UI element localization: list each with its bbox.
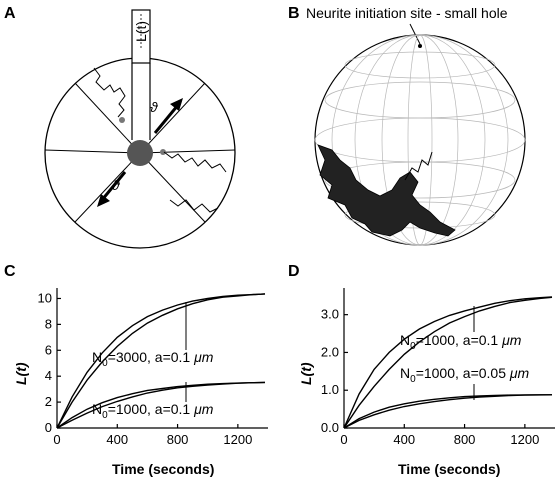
arrow-head [97,194,110,207]
annotation-pointer [409,23,421,45]
sector-line [139,82,206,154]
x-axis-label: Time (seconds) [112,461,214,477]
sphere-parallel [324,161,516,199]
y-tick-label: 2.0 [321,344,339,359]
initiation-hole [418,44,422,48]
panel-a-diagram: L(t) ϑ ϑ [44,9,236,249]
series-line [343,296,553,429]
panel-c-label: C [4,263,16,280]
panel-b-label: B [288,5,300,22]
x-axis-label: Time (seconds) [398,461,500,477]
series-line [56,293,266,429]
series-annotation: N0=1000, a=0.1 μm [92,401,214,421]
theta-symbol: ϑ [150,99,159,115]
trajectory-path [169,199,219,213]
x-tick-label: 800 [454,432,476,447]
initiation-site-annotation: Neurite initiation site - small hole [306,5,508,21]
x-tick-label: 400 [106,432,128,447]
sphere-parallel [314,117,526,163]
particle-dot [119,117,125,123]
panel-d-label: D [288,263,300,280]
arrow-head [170,98,183,111]
neurite-tube [131,9,151,64]
sector-line [139,152,206,223]
y-tick-label: 4 [45,368,52,383]
sector-line [44,149,141,154]
y-tick-label: 2 [45,394,52,409]
y-axis-label: L(t) [13,362,29,385]
x-tick-label: 400 [393,432,415,447]
theta-symbol: ϑ [112,177,121,193]
inward-arrow [100,171,127,201]
chart-d: Time (seconds) L(t) 0 400 800 1200 0.0 1.0 2.0… [298,288,555,477]
y-tick-label: 0.0 [321,420,339,435]
sphere-parallel [344,51,496,79]
sector-line [74,82,141,154]
particle-dot [160,149,166,155]
y-tick-label: 6 [45,342,52,357]
series-annotation: N0=3000, a=0.1 μm [92,349,214,369]
trajectory-path [404,151,433,181]
y-tick-label: 0 [45,420,52,435]
x-tick-label: 0 [340,432,347,447]
trajectory-path [163,151,227,173]
y-tick-label: 10 [38,290,52,305]
panel-a-label: A [4,5,16,22]
trajectory-path [93,67,126,118]
x-tick-label: 0 [53,432,60,447]
sphere-diagram [314,34,526,246]
x-tick-label: 800 [167,432,189,447]
sphere-parallel [324,81,516,119]
x-tick-label: 1200 [223,432,252,447]
outward-arrow [153,104,180,134]
series-annotation: N0=1000, a=0.1 μm [400,332,522,352]
series-annotation: N0=1000, a=0.05 μm [400,365,530,385]
sphere-meridian [407,34,433,246]
y-tick-label: 1.0 [321,382,339,397]
series-line [343,394,553,429]
y-tick-label: 3.0 [321,307,339,322]
y-axis-label: L(t) [298,362,314,385]
series-line [56,381,266,429]
tube-length-label: L(t) [133,21,149,42]
sector-line [74,152,141,223]
centrosome-dot [127,140,153,166]
x-tick-label: 1200 [510,432,539,447]
sector-line [139,149,236,154]
series-line [343,296,553,429]
y-tick-label: 8 [45,316,52,331]
chart-c: Time (seconds) L(t) 0 400 800 1200 0 2 4 6 8 10 N0… [13,288,268,477]
trajectory-cloud [317,144,456,237]
